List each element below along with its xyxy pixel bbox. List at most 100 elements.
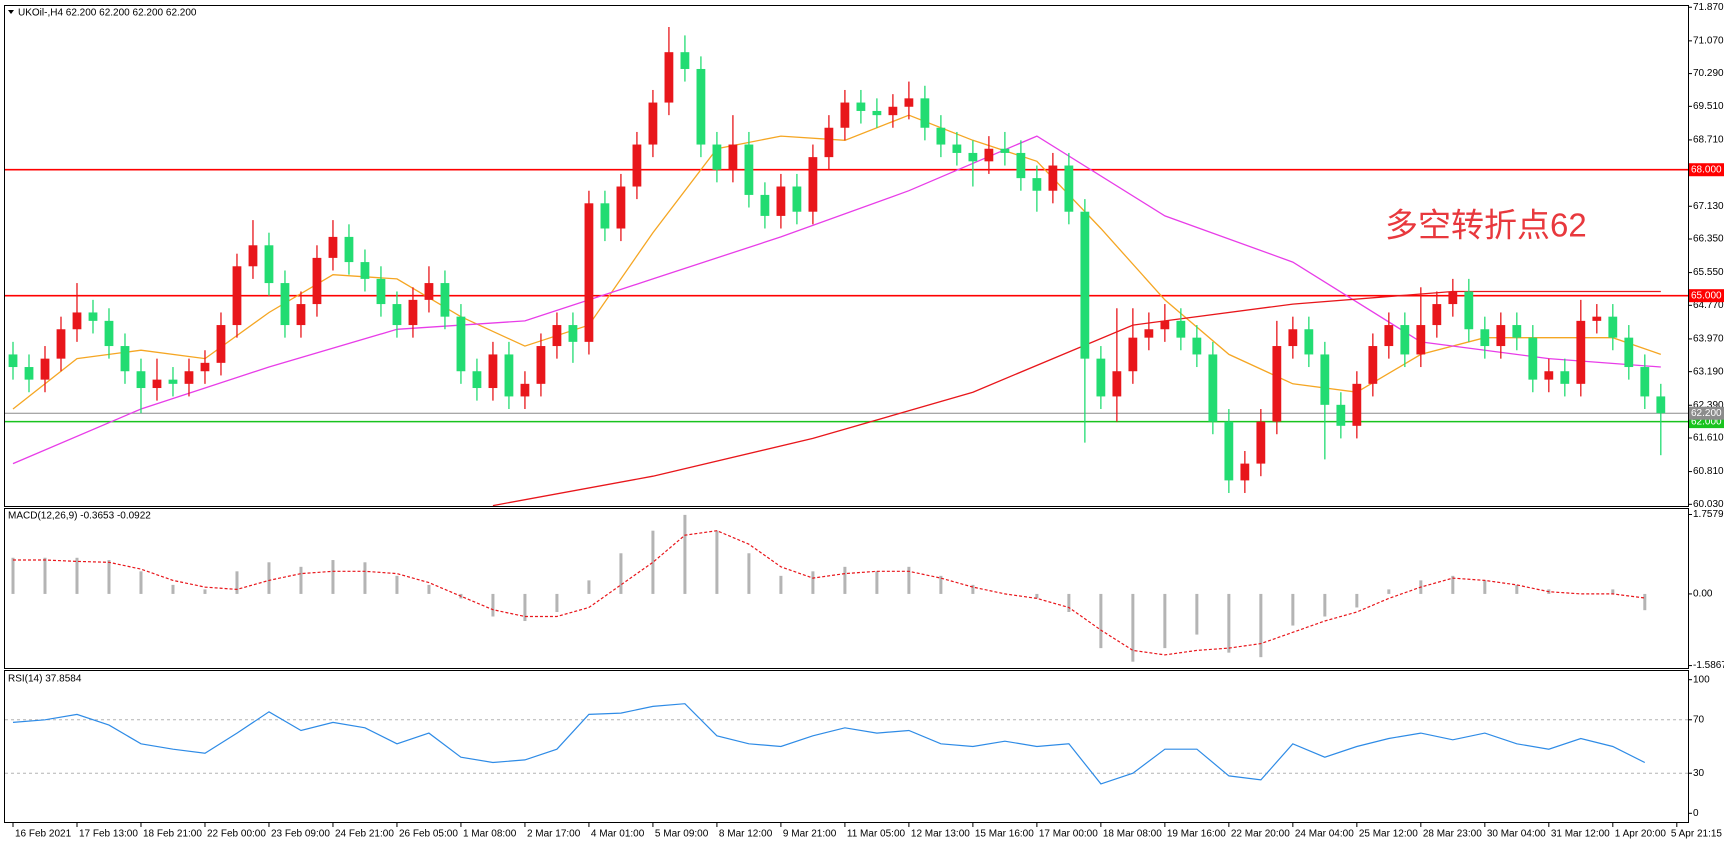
macd-bar <box>1611 589 1615 594</box>
x-tick-label: 22 Mar 20:00 <box>1231 829 1290 840</box>
macd-bar <box>523 593 527 622</box>
candle-body <box>744 144 754 195</box>
candle-body <box>1112 371 1122 397</box>
y-tick-label: 67.130 <box>1693 201 1724 212</box>
macd-bar <box>107 560 111 594</box>
level-label: 68.000 <box>1691 164 1722 175</box>
candle-body <box>1336 404 1346 426</box>
candle-body <box>1448 291 1458 305</box>
x-tick-label: 18 Feb 21:00 <box>143 829 202 840</box>
candle-body <box>1080 211 1090 359</box>
macd-bar <box>171 584 175 594</box>
candle-body <box>200 362 210 372</box>
level-label: 62.200 <box>1691 408 1722 419</box>
candle-body <box>424 283 434 300</box>
candle-body <box>184 371 194 384</box>
candle-body <box>408 299 418 326</box>
macd-bar <box>43 557 47 594</box>
menu-arrow[interactable] <box>8 10 14 14</box>
macd-bar <box>1323 593 1327 617</box>
candle-body <box>1096 358 1106 397</box>
macd-bar <box>1035 593 1039 599</box>
candle-body <box>376 278 386 305</box>
candle-body <box>616 186 626 229</box>
candle-body <box>968 152 978 162</box>
macd-bar <box>427 584 431 594</box>
macd-bar <box>1131 593 1135 662</box>
x-tick-label: 26 Feb 05:00 <box>399 829 458 840</box>
candle-body <box>728 144 738 170</box>
candle-body <box>40 358 50 380</box>
x-tick-label: 30 Mar 04:00 <box>1487 829 1546 840</box>
y-tick-label: 62.390 <box>1693 400 1724 411</box>
y-tick-label: 61.610 <box>1693 433 1724 444</box>
candle-body <box>776 186 786 216</box>
candle-body <box>808 157 818 212</box>
x-tick-label: 17 Mar 00:00 <box>1039 829 1098 840</box>
candle-body <box>840 102 850 128</box>
candle-body <box>952 144 962 153</box>
macd-bar <box>619 553 623 594</box>
candle-body <box>152 379 162 389</box>
rsi-line <box>12 703 1646 785</box>
macd-bar <box>779 575 783 594</box>
x-tick-label: 24 Mar 04:00 <box>1295 829 1354 840</box>
candle-body <box>872 110 882 116</box>
macd-plot <box>11 514 1647 662</box>
macd-bar <box>1483 580 1487 594</box>
candle-body <box>1256 421 1266 464</box>
candle-body <box>1208 354 1218 422</box>
x-tick-label: 2 Mar 17:00 <box>527 829 581 840</box>
candle-body <box>328 236 338 258</box>
x-tick-label: 15 Mar 16:00 <box>975 829 1034 840</box>
x-tick-label: 31 Mar 12:00 <box>1551 829 1610 840</box>
rsi-pane <box>4 670 1689 823</box>
rsi-plot <box>5 703 1688 785</box>
x-tick-label: 18 Mar 08:00 <box>1103 829 1162 840</box>
x-tick-label: 19 Mar 16:00 <box>1167 829 1226 840</box>
candle-body <box>1304 329 1314 355</box>
candle-body <box>632 144 642 187</box>
x-tick-label: 4 Mar 01:00 <box>591 829 645 840</box>
candle-body <box>584 203 594 342</box>
candle-body <box>1608 316 1618 338</box>
y-tick-label: 69.510 <box>1693 101 1724 112</box>
candle-body <box>1400 325 1410 355</box>
candle-body <box>792 186 802 212</box>
candle-body <box>600 203 610 229</box>
level-tag <box>1689 163 1724 177</box>
candle-body <box>936 127 946 145</box>
candle-body <box>344 236 354 263</box>
candle-body <box>1176 320 1186 338</box>
candle-body <box>856 102 866 111</box>
y-tick-label: 60.810 <box>1693 466 1724 477</box>
y-tick-label: 71.870 <box>1693 2 1724 13</box>
macd-bar <box>683 514 687 594</box>
level-label: 65.000 <box>1691 290 1722 301</box>
price-plot <box>5 26 1688 506</box>
candle-body <box>456 316 466 372</box>
y-tick-label: -1.5867 <box>1693 660 1724 671</box>
candle-body <box>648 102 658 145</box>
candle-body <box>72 312 82 330</box>
indicator-title: MACD(12,26,9) -0.3653 -0.0922 <box>8 511 151 522</box>
candle-body <box>1624 337 1634 368</box>
candle-body <box>1320 354 1330 405</box>
macd-bar <box>1643 593 1647 611</box>
candle-body <box>120 346 130 372</box>
candle-body <box>888 106 898 116</box>
candle-body <box>696 68 706 145</box>
symbol-title: UKOil-,H4 62.200 62.200 62.200 62.200 <box>18 8 197 19</box>
macd-bar <box>395 575 399 594</box>
level-tag <box>1689 289 1724 303</box>
macd-bar <box>587 580 591 594</box>
macd-bar <box>843 566 847 594</box>
candle-body <box>1160 320 1170 330</box>
macd-bar <box>139 571 143 594</box>
macd-bar <box>747 553 751 594</box>
candle-body <box>24 367 34 380</box>
macd-bar <box>1195 593 1199 635</box>
candle-body <box>1064 165 1074 212</box>
macd-bar <box>1355 593 1359 608</box>
indicator-title: RSI(14) 37.8584 <box>8 674 82 685</box>
